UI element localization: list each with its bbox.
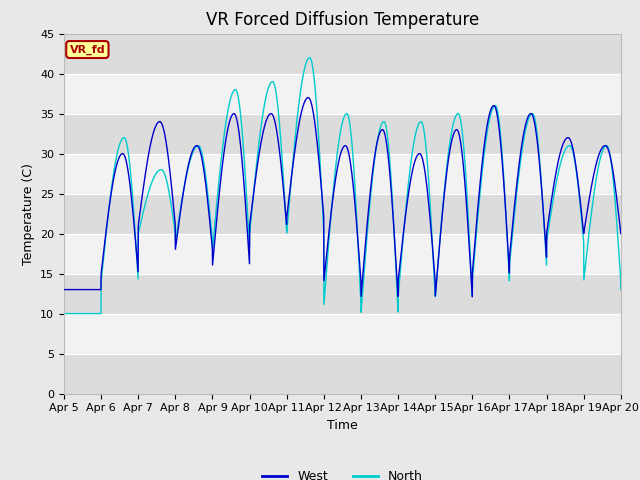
- Bar: [64, 193, 621, 234]
- Bar: [64, 313, 621, 354]
- Bar: [64, 234, 621, 274]
- Bar: [64, 274, 621, 313]
- Y-axis label: Temperature (C): Temperature (C): [22, 163, 35, 264]
- Bar: [64, 354, 621, 394]
- Bar: [64, 114, 621, 154]
- Text: VR_fd: VR_fd: [70, 44, 105, 55]
- Bar: [64, 73, 621, 114]
- Title: VR Forced Diffusion Temperature: VR Forced Diffusion Temperature: [206, 11, 479, 29]
- Bar: [64, 34, 621, 73]
- Bar: [64, 154, 621, 193]
- Legend: West, North: West, North: [257, 465, 428, 480]
- X-axis label: Time: Time: [327, 419, 358, 432]
